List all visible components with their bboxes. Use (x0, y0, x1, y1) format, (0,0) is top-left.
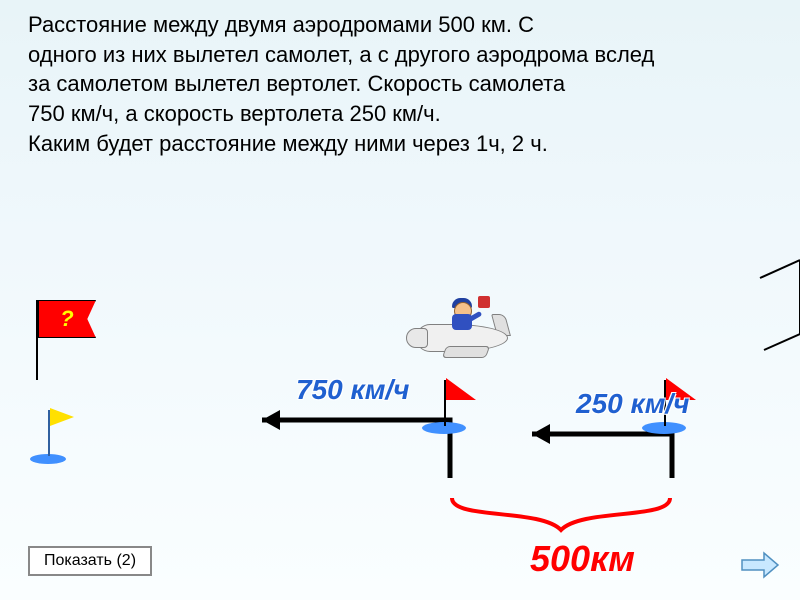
question-mark: ? (60, 306, 73, 332)
arrow-right-icon (740, 550, 780, 580)
pilot-bag (478, 296, 490, 308)
plane-illustration (406, 292, 526, 362)
edge-line-2 (764, 334, 800, 350)
problem-line1: Расстояние между двумя аэродромами 500 к… (28, 12, 534, 37)
distance-label: 500км (530, 538, 635, 580)
problem-line2: одного из них вылетел самолет, а с друго… (28, 42, 654, 67)
heli-path (532, 434, 672, 478)
plane-nose (406, 328, 428, 348)
pilot (446, 296, 484, 330)
plane-speed-label: 750 км/ч (296, 374, 410, 406)
flag-pole (36, 300, 38, 380)
next-slide-button[interactable] (740, 550, 780, 580)
heli-arrowhead (532, 424, 550, 444)
problem-line5: Каким будет расстояние между ними через … (28, 131, 548, 156)
distance-brace (452, 498, 670, 530)
flag-triangle (50, 408, 74, 426)
problem-line4: 750 км/ч, а скорость вертолета 250 км/ч. (28, 101, 441, 126)
plane-wing (442, 346, 490, 358)
marker-triangle (446, 378, 476, 400)
heli-speed-label: 250 км/ч (576, 388, 690, 420)
show-button[interactable]: Показать (2) (28, 546, 152, 576)
flag-banner: ? (38, 300, 96, 338)
problem-text: Расстояние между двумя аэродромами 500 к… (28, 10, 770, 158)
edge-line-1 (760, 260, 800, 278)
problem-line3: за самолетом вылетел вертолет. Скорость … (28, 71, 565, 96)
plane-arrowhead (262, 410, 280, 430)
